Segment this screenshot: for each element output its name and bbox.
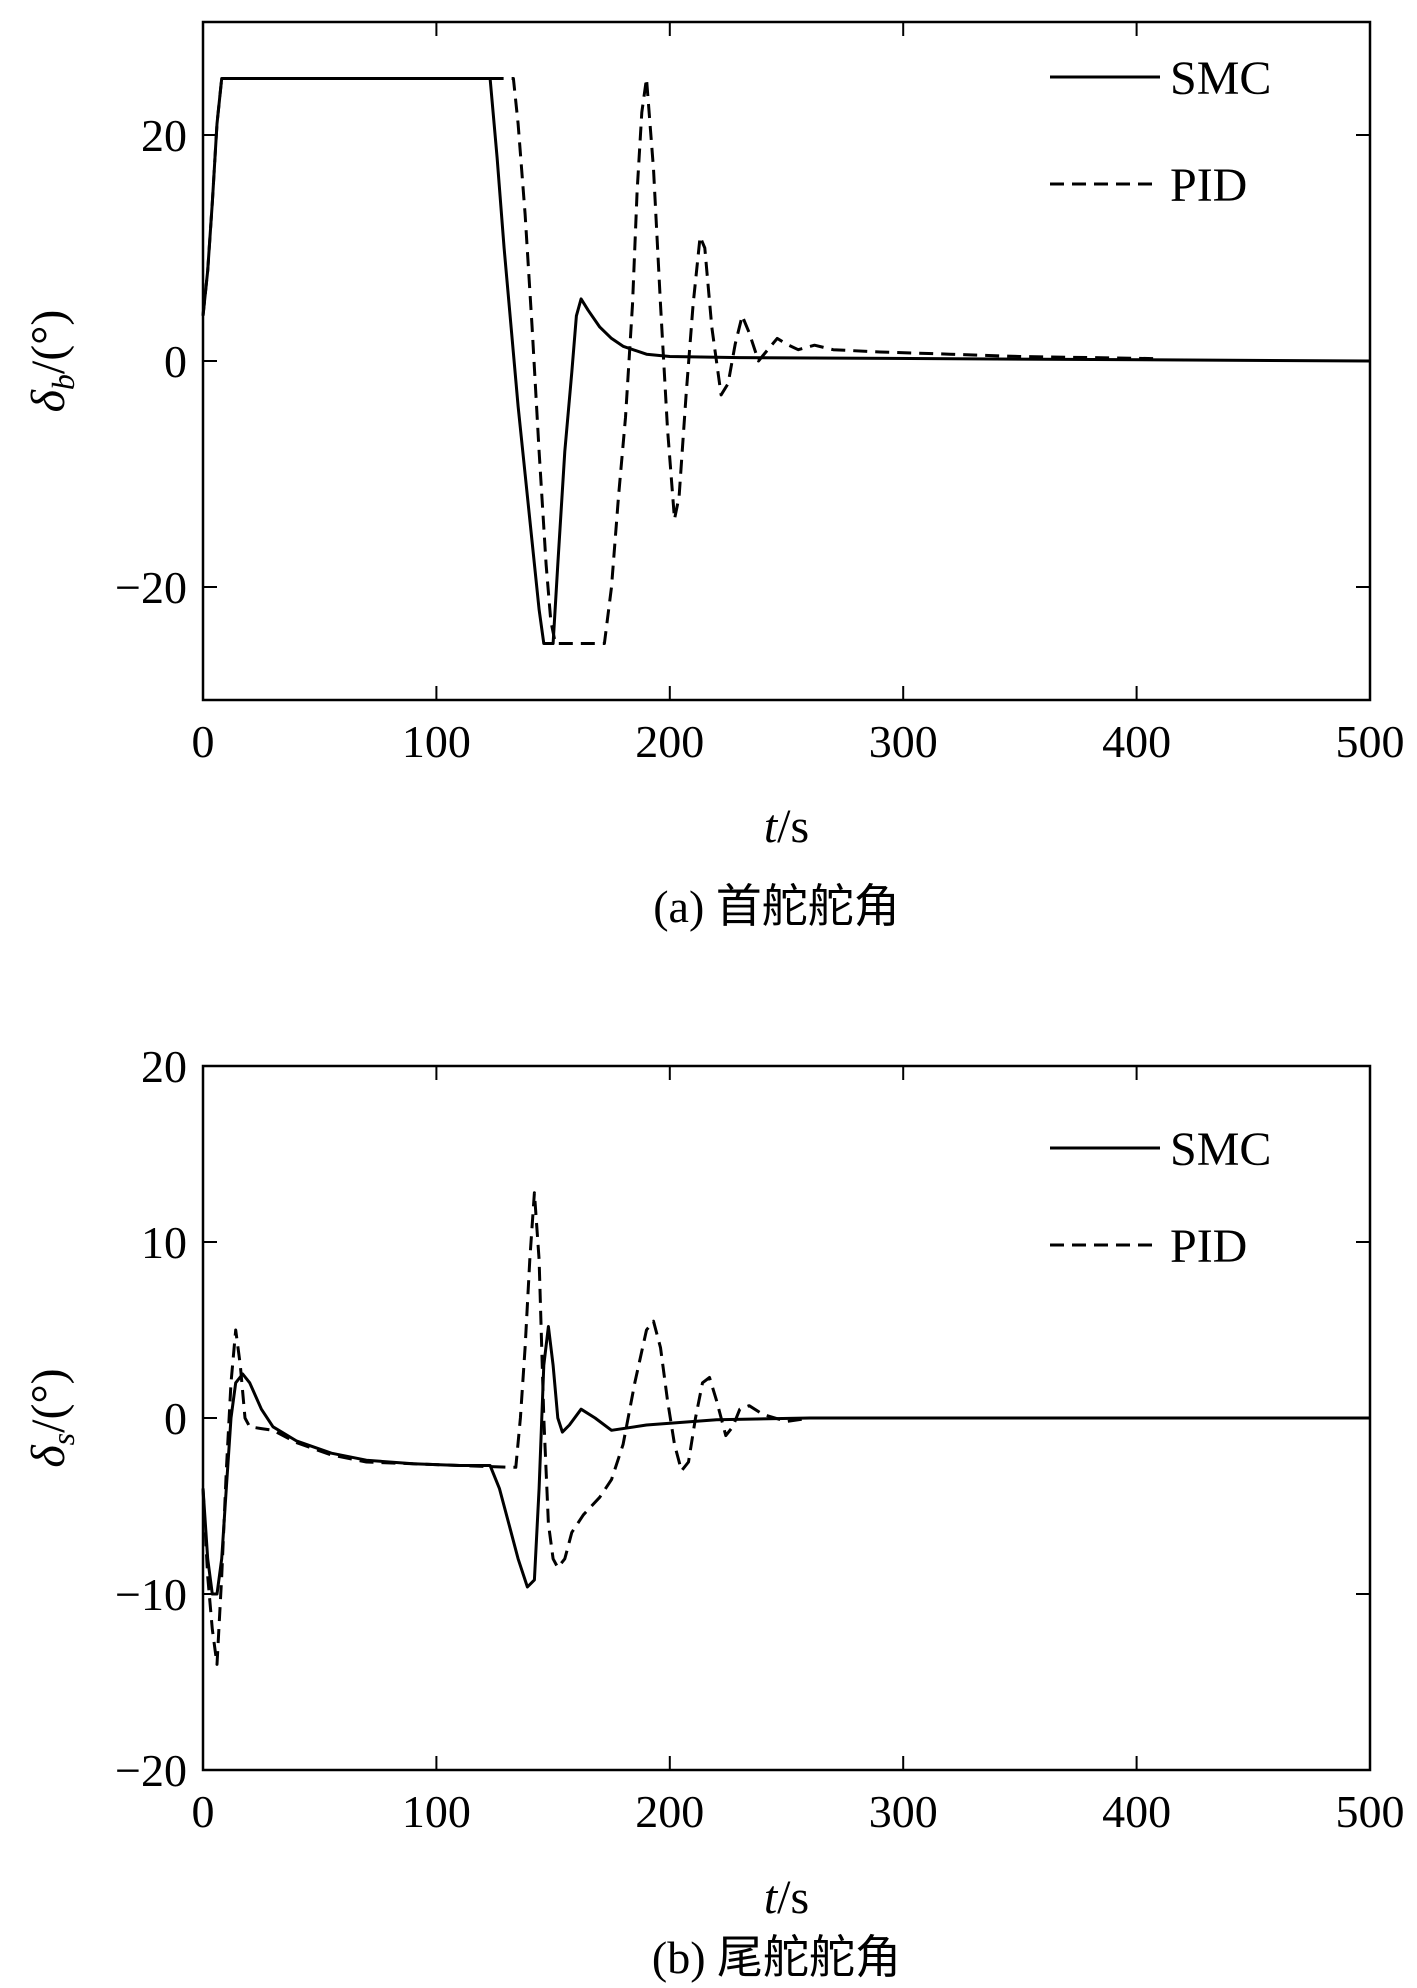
y-axis-label-symbol: δ	[22, 389, 75, 412]
x-tick-label: 400	[1102, 1786, 1171, 1837]
panel-caption: (b) 尾舵舵角	[652, 1932, 901, 1983]
y-tick-label: −20	[115, 1745, 187, 1796]
y-tick-label: −10	[115, 1569, 187, 1620]
y-tick-label: 0	[164, 1393, 187, 1444]
x-tick-label: 300	[869, 716, 938, 767]
x-tick-label: 200	[635, 716, 704, 767]
legend-label-pid: PID	[1170, 1220, 1247, 1273]
y-tick-label: −20	[115, 562, 187, 613]
y-axis-label: δb/(°)	[22, 310, 81, 413]
y-tick-label: 10	[141, 1217, 187, 1268]
chart-panel-b: 0 100 200 300 400 500 −20 −10 0 10 20 SMC PID t/s δs/(…	[22, 1041, 1405, 1983]
series-line-smc	[201, 1325, 1370, 1596]
x-axis-label-unit: /s	[777, 1871, 809, 1924]
y-axis-label-unit: /(°)	[22, 310, 75, 375]
y-axis-label-symbol: δ	[22, 1445, 75, 1468]
y-tick-label: 0	[164, 336, 187, 387]
panel-caption: (a) 首舵舵角	[653, 881, 900, 932]
x-tick-label: 0	[192, 716, 215, 767]
x-tick-label: 500	[1336, 1786, 1405, 1837]
x-tick-label: 100	[402, 1786, 471, 1837]
x-axis-label-unit: /s	[777, 800, 809, 853]
legend-label-pid: PID	[1170, 159, 1247, 212]
chart-panel-a: 0 100 200 300 400 500 −20 0 20 SMC PID t/s δb/(°) (a)…	[22, 20, 1405, 932]
y-axis-label-subscript: b	[45, 374, 81, 390]
x-axis-label: t/s	[764, 1871, 809, 1924]
y-axis-label-unit: /(°)	[22, 1368, 75, 1433]
x-tick-label: 300	[869, 1786, 938, 1837]
x-tick-label: 400	[1102, 716, 1171, 767]
series-line-pid	[201, 77, 1160, 645]
x-tick-label: 200	[635, 1786, 704, 1837]
y-axis-label: δs/(°)	[22, 1368, 81, 1467]
y-tick-label: 20	[141, 110, 187, 161]
y-axis-label-subscript: s	[45, 1433, 81, 1445]
legend-label-smc: SMC	[1170, 52, 1271, 105]
x-axis-label-var: t	[764, 1871, 779, 1924]
x-axis-label: t/s	[764, 800, 809, 853]
x-tick-label: 500	[1336, 716, 1405, 767]
y-tick-label: 20	[141, 1041, 187, 1092]
x-tick-label: 100	[402, 716, 471, 767]
series-line-pid	[201, 1191, 811, 1666]
legend-label-smc: SMC	[1170, 1123, 1271, 1176]
x-tick-label: 0	[192, 1786, 215, 1837]
series-line-smc	[201, 77, 1371, 645]
x-axis-label-var: t	[764, 800, 779, 853]
